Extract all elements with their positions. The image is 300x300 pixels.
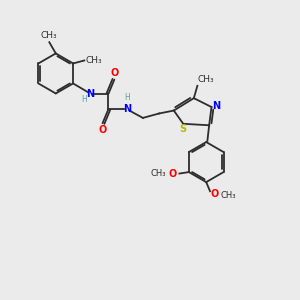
Text: CH₃: CH₃ xyxy=(198,75,214,84)
Text: O: O xyxy=(110,68,118,78)
Text: CH₃: CH₃ xyxy=(151,169,167,178)
Text: CH₃: CH₃ xyxy=(220,191,236,200)
Text: N: N xyxy=(212,100,220,110)
Text: O: O xyxy=(98,125,107,135)
Text: O: O xyxy=(211,189,219,199)
Text: N: N xyxy=(123,104,131,114)
Text: CH₃: CH₃ xyxy=(41,31,58,40)
Text: CH₃: CH₃ xyxy=(85,56,102,65)
Text: O: O xyxy=(169,169,177,178)
Text: H: H xyxy=(124,93,130,102)
Text: S: S xyxy=(179,124,186,134)
Text: H: H xyxy=(81,95,87,104)
Text: N: N xyxy=(86,89,94,99)
